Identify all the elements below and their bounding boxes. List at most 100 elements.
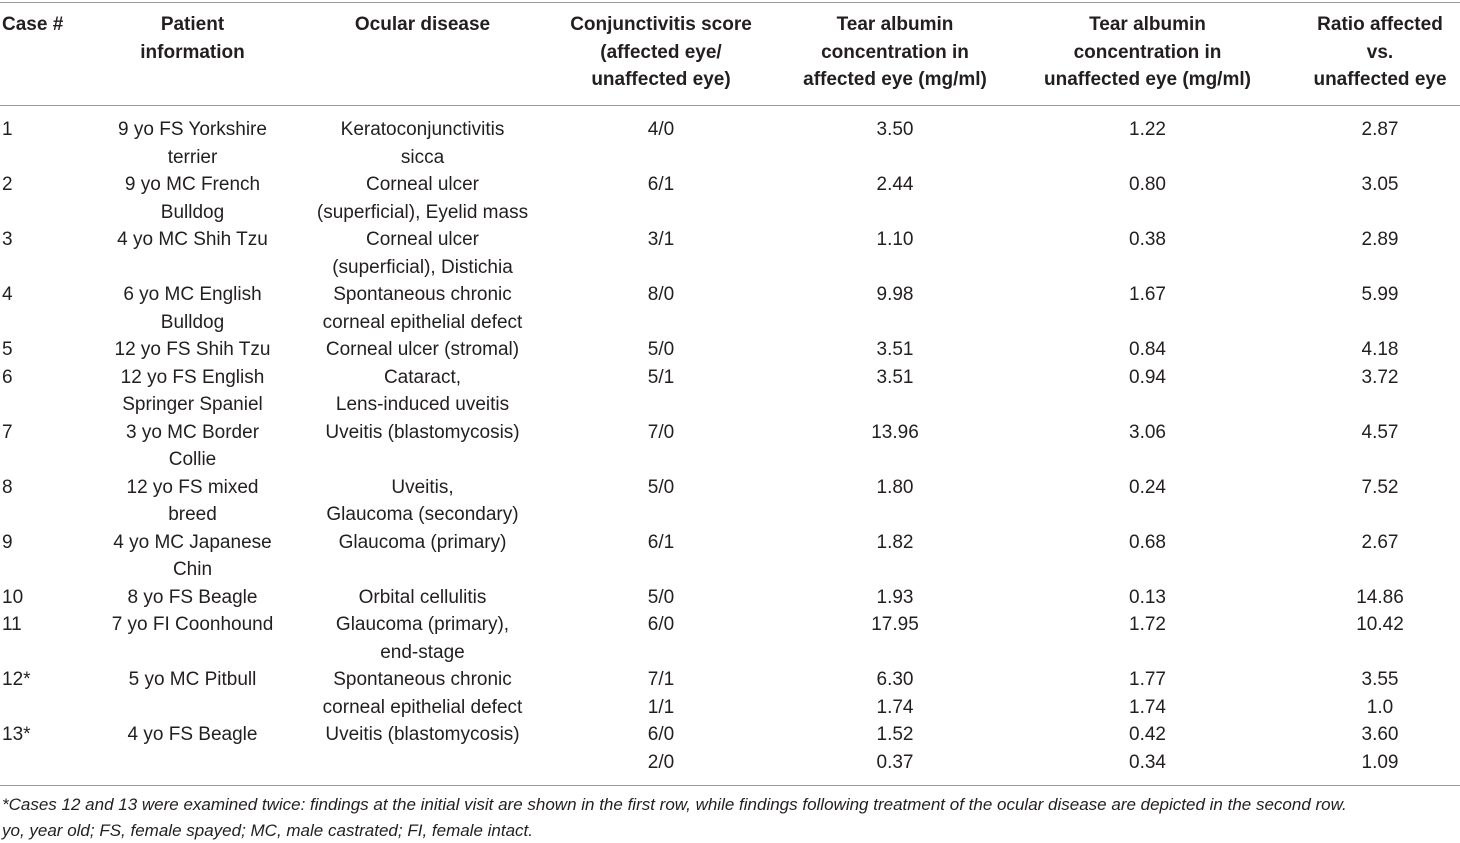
- patient-cell: 7 yo FI Coonhound: [111, 614, 274, 635]
- value-cell: 10.42: [1356, 614, 1404, 635]
- value-cell: 4.18: [1361, 339, 1399, 360]
- disease-cell: Orbital cellulitis: [358, 586, 487, 608]
- disease-cell: Uveitis,: [391, 476, 454, 498]
- case-cell: 1: [2, 119, 13, 140]
- case-cell: 8: [2, 476, 13, 498]
- value-cell: 4.57: [1361, 421, 1399, 443]
- patient-cell: 5 yo MC Pitbull: [128, 669, 257, 690]
- disease-cell: Spontaneous chronic: [333, 284, 512, 305]
- value-cell: 0.38: [1129, 229, 1166, 250]
- value-cell: 7.52: [1361, 476, 1399, 498]
- header-cell: unaffected eye: [1313, 69, 1447, 90]
- value-cell: 5/0: [647, 476, 675, 498]
- patient-cell: 12 yo FS Shih Tzu: [114, 339, 271, 360]
- value-cell: 1.80: [876, 476, 914, 498]
- value-cell: 2.67: [1361, 531, 1399, 553]
- case-cell: 6: [2, 366, 13, 388]
- value-cell: 1.72: [1129, 614, 1166, 635]
- patient-cell: Collie: [168, 449, 217, 470]
- value-cell: 1.82: [876, 531, 914, 553]
- patient-cell: 6 yo MC English: [123, 284, 262, 305]
- disease-cell: Corneal ulcer: [366, 229, 479, 250]
- header-cell: Tear albumin: [1089, 14, 1206, 35]
- disease-cell: corneal epithelial defect: [322, 311, 523, 333]
- value-cell: 3.55: [1361, 669, 1399, 690]
- value-cell: 7/0: [647, 421, 675, 443]
- patient-cell: Bulldog: [160, 311, 225, 333]
- value-cell: 13.96: [871, 421, 919, 443]
- header-cell: concentration in: [1073, 41, 1222, 63]
- footnote: yo, year old; FS, female spayed; MC, mal…: [2, 821, 533, 840]
- value-cell: 17.95: [871, 614, 919, 635]
- header-cell: information: [140, 41, 245, 63]
- patient-cell: 4 yo FS Beagle: [127, 724, 258, 745]
- value-cell: 7/1: [647, 669, 675, 690]
- value-cell: 3.05: [1361, 174, 1399, 195]
- disease-cell: Corneal ulcer (stromal): [325, 339, 520, 360]
- value-cell: 5.99: [1361, 284, 1399, 305]
- value-cell: 0.37: [876, 751, 914, 773]
- disease-cell: Corneal ulcer: [366, 174, 479, 195]
- disease-cell: Lens-induced uveitis: [335, 394, 510, 415]
- header-cell: concentration in: [821, 41, 969, 63]
- header-cell: Case #: [2, 14, 64, 35]
- value-cell: 2.87: [1361, 119, 1399, 140]
- header-rule: [0, 105, 1460, 106]
- disease-cell: Glaucoma (primary): [338, 531, 507, 553]
- value-cell: 9.98: [876, 284, 914, 305]
- value-cell: 3.06: [1129, 421, 1166, 443]
- header-cell: unaffected eye): [591, 69, 731, 90]
- patient-cell: 9 yo FS Yorkshire: [118, 119, 267, 140]
- header-cell: Ocular disease: [354, 14, 491, 35]
- disease-cell: (superficial), Eyelid mass: [316, 201, 529, 223]
- disease-cell: Uveitis (blastomycosis): [325, 421, 520, 443]
- header-cell: vs.: [1366, 41, 1394, 63]
- value-cell: 0.84: [1129, 339, 1166, 360]
- disease-cell: end-stage: [380, 641, 465, 663]
- value-cell: 4/0: [647, 119, 675, 140]
- value-cell: 3.50: [876, 119, 914, 140]
- disease-cell: corneal epithelial defect: [322, 696, 523, 718]
- value-cell: 6/1: [647, 174, 675, 195]
- header-cell: Tear albumin: [836, 14, 954, 35]
- patient-cell: terrier: [167, 146, 218, 168]
- patient-cell: 8 yo FS Beagle: [127, 586, 258, 608]
- disease-cell: Glaucoma (primary),: [335, 614, 510, 635]
- disease-cell: Glaucoma (secondary): [326, 504, 519, 525]
- patient-cell: 12 yo FS English: [120, 366, 265, 388]
- case-cell: 11: [2, 614, 22, 635]
- header-cell: Conjunctivitis score: [570, 14, 752, 35]
- patient-cell: 4 yo MC Shih Tzu: [117, 229, 268, 250]
- value-cell: 1.09: [1361, 751, 1399, 773]
- disease-cell: (superficial), Distichia: [332, 256, 513, 278]
- value-cell: 3.51: [876, 339, 914, 360]
- value-cell: 2.89: [1361, 229, 1399, 250]
- patient-cell: Bulldog: [160, 201, 225, 223]
- value-cell: 6/0: [647, 724, 675, 745]
- value-cell: 1.10: [876, 229, 914, 250]
- value-cell: 1.0: [1366, 696, 1394, 718]
- top-rule: [0, 2, 1460, 3]
- patient-cell: breed: [168, 504, 217, 525]
- header-cell: (affected eye/: [600, 41, 722, 63]
- value-cell: 1.74: [1129, 696, 1166, 718]
- value-cell: 0.13: [1129, 586, 1166, 608]
- case-cell: 7: [2, 421, 13, 443]
- patient-cell: Springer Spaniel: [122, 394, 263, 415]
- patient-cell: 9 yo MC French: [124, 174, 261, 195]
- bottom-rule: [0, 785, 1460, 786]
- value-cell: 0.24: [1129, 476, 1166, 498]
- value-cell: 5/0: [647, 586, 675, 608]
- header-cell: Ratio affected: [1317, 14, 1443, 35]
- value-cell: 0.68: [1129, 531, 1166, 553]
- value-cell: 3/1: [647, 229, 675, 250]
- disease-cell: Keratoconjunctivitis: [340, 119, 505, 140]
- disease-cell: Spontaneous chronic: [333, 669, 512, 690]
- case-cell: 2: [2, 174, 13, 195]
- value-cell: 0.80: [1129, 174, 1166, 195]
- case-cell: 12*: [2, 669, 31, 690]
- value-cell: 5/0: [647, 339, 675, 360]
- value-cell: 1.67: [1129, 284, 1166, 305]
- value-cell: 8/0: [647, 284, 675, 305]
